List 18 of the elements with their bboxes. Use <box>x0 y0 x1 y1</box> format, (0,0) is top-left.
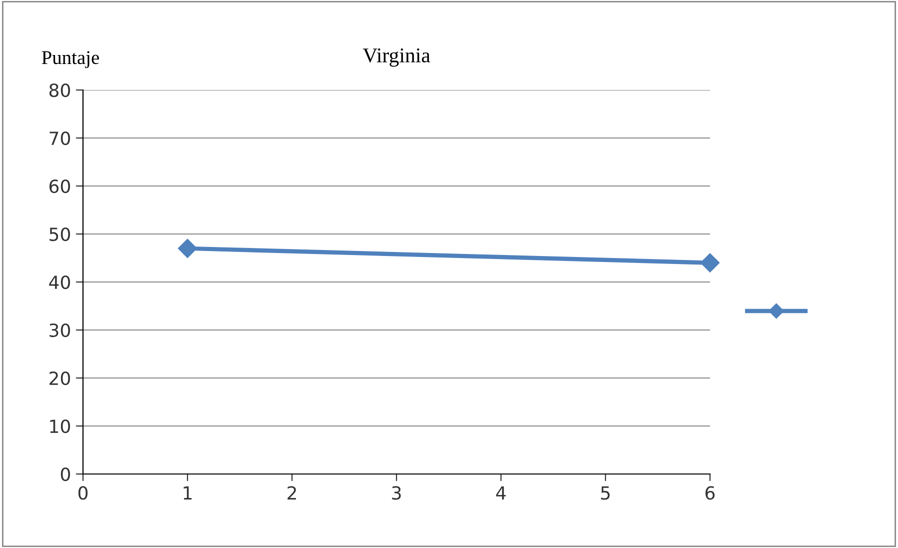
y-tick-label: 70 <box>50 131 70 146</box>
x-tick-label: 2 <box>288 486 296 500</box>
x-tick-label: 5 <box>601 486 610 500</box>
x-tick-label: 1 <box>184 486 192 500</box>
chart-title: Virginia <box>362 48 430 67</box>
y-axis-title: Puntaje <box>42 51 99 68</box>
x-tick-label: 4 <box>496 486 506 500</box>
y-tick-label: 80 <box>49 83 70 98</box>
y-tick-label: 10 <box>50 419 70 434</box>
x-tick-label: 0 <box>78 486 88 500</box>
x-tick-label: 3 <box>392 486 401 500</box>
y-tick-label: 50 <box>50 227 70 242</box>
y-tick-label: 0 <box>60 467 70 482</box>
y-tick-label: 20 <box>50 371 70 386</box>
y-tick-label: 30 <box>50 323 70 338</box>
y-tick-label: 60 <box>49 179 70 194</box>
x-tick-label: 6 <box>706 486 715 500</box>
y-tick-label: 40 <box>49 275 70 290</box>
